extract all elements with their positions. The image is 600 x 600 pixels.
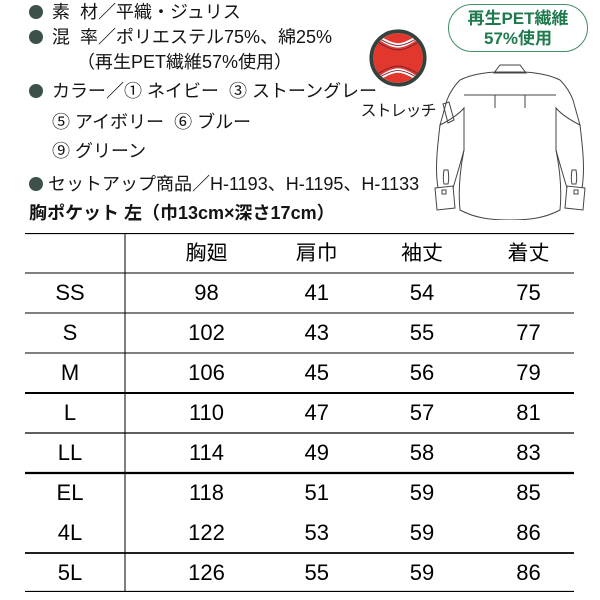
svg-text:83: 83 — [516, 440, 540, 465]
svg-text:袖丈: 袖丈 — [401, 237, 443, 267]
svg-text:110: 110 — [189, 400, 224, 425]
svg-text:43: 43 — [304, 320, 328, 345]
svg-text:L: L — [64, 400, 76, 425]
svg-text:86: 86 — [516, 560, 540, 585]
svg-text:58: 58 — [410, 440, 434, 465]
svg-text:51: 51 — [304, 480, 328, 505]
svg-text:55: 55 — [410, 320, 434, 345]
svg-text:79: 79 — [516, 360, 540, 385]
svg-text:55: 55 — [304, 560, 328, 585]
svg-text:85: 85 — [516, 480, 540, 505]
svg-text:57: 57 — [410, 400, 434, 425]
svg-text:75: 75 — [516, 280, 540, 305]
svg-text:106: 106 — [188, 360, 225, 385]
svg-text:118: 118 — [189, 480, 224, 505]
svg-text:126: 126 — [188, 560, 225, 585]
svg-text:53: 53 — [304, 520, 328, 545]
svg-text:5L: 5L — [58, 560, 82, 585]
svg-text:SS: SS — [55, 280, 84, 305]
svg-text:M: M — [61, 360, 79, 385]
svg-text:S: S — [63, 320, 78, 345]
svg-text:114: 114 — [189, 440, 224, 465]
svg-text:81: 81 — [516, 400, 540, 425]
svg-text:肩巾: 肩巾 — [296, 237, 338, 267]
svg-text:102: 102 — [188, 320, 225, 345]
svg-text:59: 59 — [410, 480, 434, 505]
svg-text:122: 122 — [188, 520, 225, 545]
svg-text:着丈: 着丈 — [508, 237, 550, 267]
svg-text:86: 86 — [516, 520, 540, 545]
svg-text:77: 77 — [516, 320, 540, 345]
svg-text:胸廻: 胸廻 — [186, 237, 228, 267]
svg-text:56: 56 — [410, 360, 434, 385]
svg-text:54: 54 — [410, 280, 434, 305]
svg-text:4L: 4L — [58, 520, 82, 545]
svg-text:45: 45 — [304, 360, 328, 385]
svg-text:59: 59 — [410, 560, 434, 585]
svg-text:98: 98 — [194, 280, 218, 305]
svg-text:49: 49 — [304, 440, 328, 465]
svg-text:LL: LL — [58, 440, 82, 465]
svg-text:EL: EL — [57, 480, 84, 505]
svg-text:47: 47 — [304, 400, 328, 425]
svg-text:59: 59 — [410, 520, 434, 545]
svg-text:41: 41 — [304, 280, 328, 305]
